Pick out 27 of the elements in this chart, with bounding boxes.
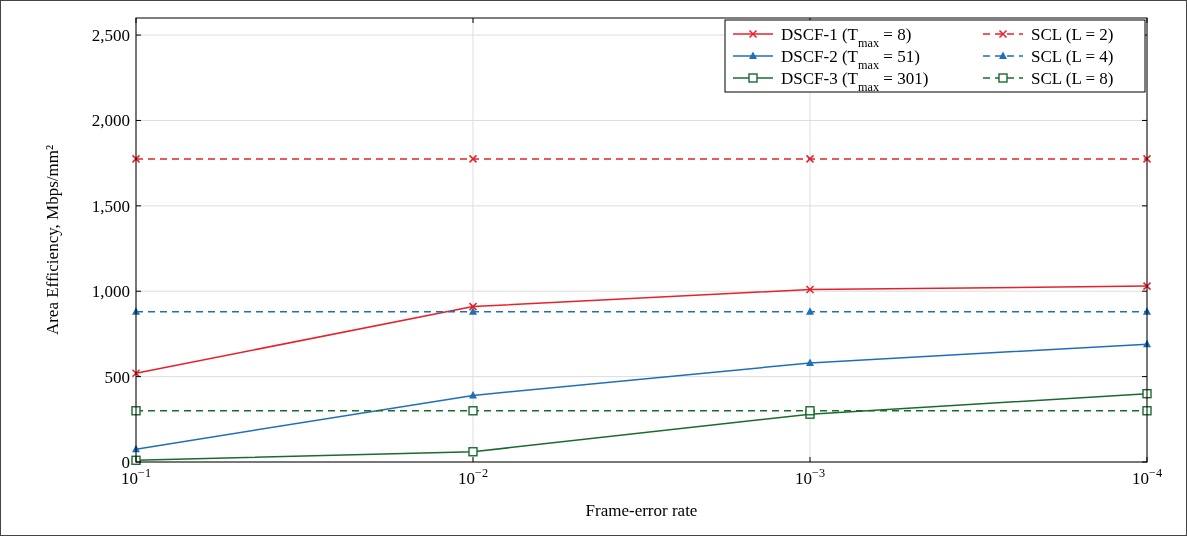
point	[131, 154, 141, 164]
point	[805, 154, 815, 164]
y-tick-label: 2,500	[91, 26, 130, 46]
point	[1142, 154, 1152, 164]
point	[806, 358, 814, 366]
y-tick-label: 0	[121, 452, 130, 472]
point	[1142, 281, 1152, 291]
y-tick-label: 500	[104, 367, 130, 387]
point	[131, 368, 141, 378]
y-tick-label: 1,000	[91, 282, 130, 302]
legend-label: SCL (L = 4)	[1031, 46, 1114, 66]
x-axis-title: Frame-error rate	[585, 501, 698, 520]
legend-label: SCL (L = 2)	[1031, 24, 1114, 44]
y-tick-label: 1,500	[91, 196, 130, 216]
legend-label: SCL (L = 8)	[1031, 68, 1114, 88]
point	[805, 285, 815, 294]
point	[468, 406, 478, 416]
point	[468, 302, 478, 311]
x-tick-label: 10$^{−4}$	[1131, 466, 1163, 488]
y-tick-label: 2,000	[91, 111, 130, 131]
point	[468, 447, 478, 457]
point	[806, 307, 814, 315]
x-tick-label: 10$^{−2}$	[457, 466, 489, 488]
x-tick-label: 10$^{−3}$	[794, 466, 826, 488]
point	[469, 307, 477, 315]
y-axis-title: Area Efficiency, Mbps/mm²	[43, 144, 62, 336]
point	[468, 154, 478, 164]
